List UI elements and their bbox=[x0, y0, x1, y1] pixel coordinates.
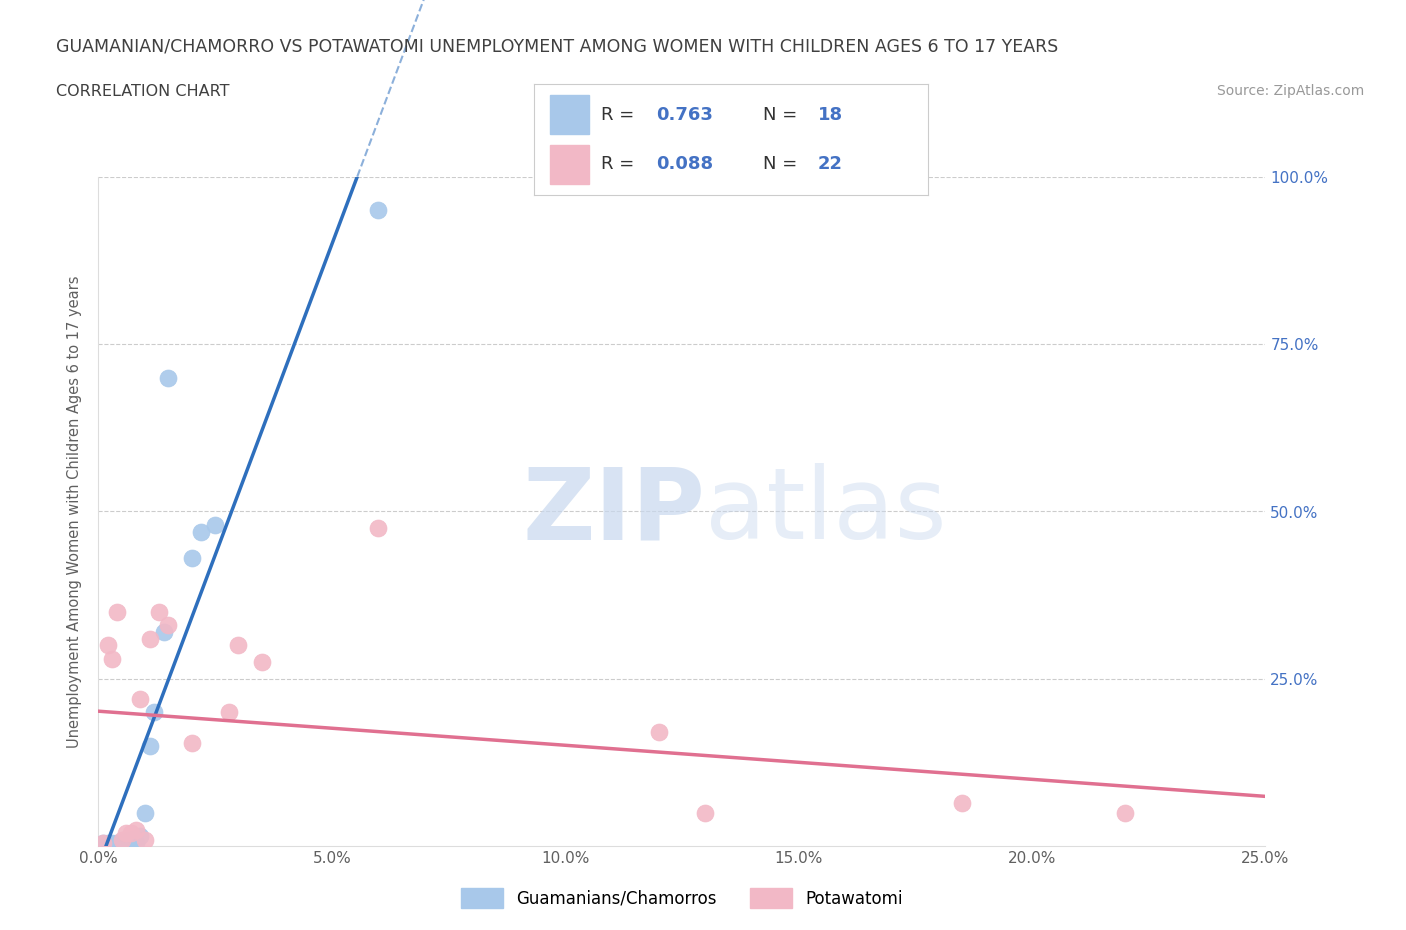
Point bbox=[120, 832, 142, 847]
Point bbox=[228, 638, 250, 653]
Point bbox=[250, 655, 273, 670]
Bar bbox=[550, 95, 589, 134]
Point bbox=[125, 822, 148, 837]
Point bbox=[950, 795, 973, 810]
Point bbox=[134, 805, 156, 820]
Point bbox=[134, 832, 156, 847]
Point bbox=[157, 370, 180, 385]
Point bbox=[105, 604, 128, 619]
Point bbox=[190, 525, 212, 539]
Text: GUAMANIAN/CHAMORRO VS POTAWATOMI UNEMPLOYMENT AMONG WOMEN WITH CHILDREN AGES 6 T: GUAMANIAN/CHAMORRO VS POTAWATOMI UNEMPLO… bbox=[56, 37, 1059, 55]
Text: atlas: atlas bbox=[706, 463, 946, 560]
Point bbox=[180, 551, 202, 565]
Point bbox=[125, 835, 148, 850]
Y-axis label: Unemployment Among Women with Children Ages 6 to 17 years: Unemployment Among Women with Children A… bbox=[67, 275, 83, 748]
Text: N =: N = bbox=[762, 155, 803, 173]
Legend: Guamanians/Chamorros, Potawatomi: Guamanians/Chamorros, Potawatomi bbox=[454, 882, 910, 915]
Point bbox=[695, 805, 717, 820]
Point bbox=[129, 829, 152, 844]
Point bbox=[218, 705, 240, 720]
Text: ZIP: ZIP bbox=[523, 463, 706, 560]
Point bbox=[367, 203, 389, 218]
Point bbox=[157, 618, 180, 632]
Text: 0.763: 0.763 bbox=[657, 106, 713, 124]
Point bbox=[91, 835, 114, 850]
Text: CORRELATION CHART: CORRELATION CHART bbox=[56, 84, 229, 99]
Point bbox=[115, 826, 138, 841]
Text: N =: N = bbox=[762, 106, 803, 124]
Text: R =: R = bbox=[602, 106, 640, 124]
Text: 22: 22 bbox=[818, 155, 842, 173]
Text: R =: R = bbox=[602, 155, 640, 173]
Point bbox=[647, 725, 669, 740]
Point bbox=[120, 826, 142, 841]
Point bbox=[101, 835, 124, 850]
Point bbox=[91, 835, 114, 850]
Point bbox=[115, 833, 138, 848]
Point bbox=[1114, 805, 1136, 820]
Point bbox=[204, 517, 226, 532]
Text: Source: ZipAtlas.com: Source: ZipAtlas.com bbox=[1216, 84, 1364, 98]
Point bbox=[152, 625, 174, 640]
Point bbox=[111, 835, 134, 850]
Point bbox=[180, 735, 202, 750]
Point bbox=[105, 835, 128, 850]
Point bbox=[97, 638, 120, 653]
Point bbox=[367, 521, 389, 536]
Point bbox=[101, 651, 124, 666]
Point bbox=[111, 832, 134, 847]
Point bbox=[129, 692, 152, 707]
Point bbox=[148, 604, 170, 619]
Point bbox=[143, 705, 166, 720]
Point bbox=[139, 738, 162, 753]
Point bbox=[139, 631, 162, 646]
Text: 18: 18 bbox=[818, 106, 842, 124]
Bar bbox=[550, 145, 589, 184]
Text: 0.088: 0.088 bbox=[657, 155, 713, 173]
Point bbox=[97, 835, 120, 850]
